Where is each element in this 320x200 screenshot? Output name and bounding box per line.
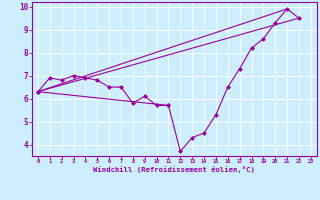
X-axis label: Windchill (Refroidissement éolien,°C): Windchill (Refroidissement éolien,°C) (93, 166, 255, 173)
